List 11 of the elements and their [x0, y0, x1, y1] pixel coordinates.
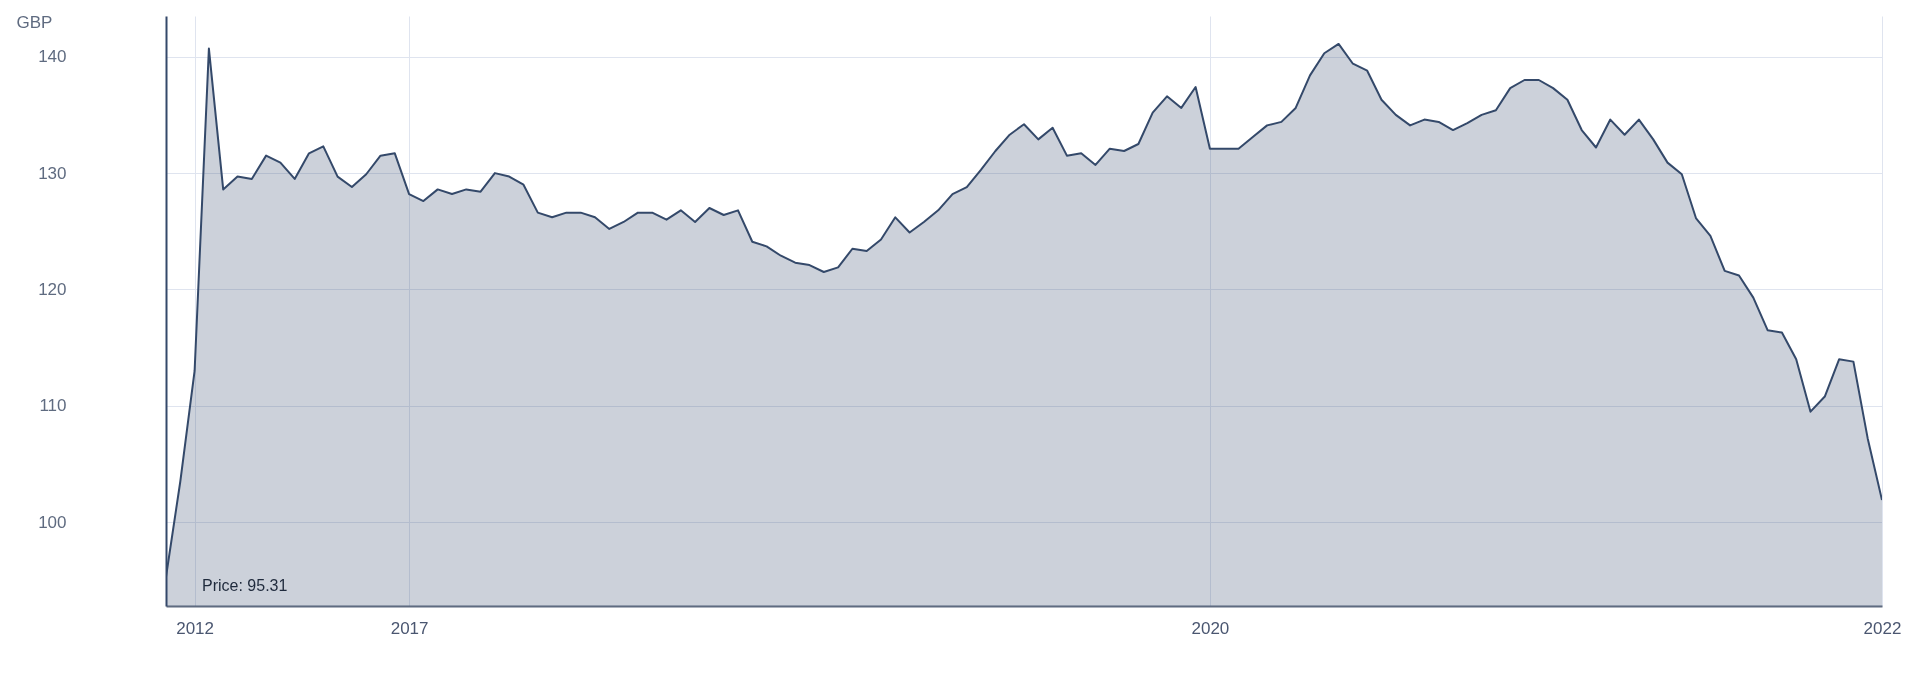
- y-tick-label: 140: [38, 47, 67, 67]
- x-tick-label: 2022: [1863, 618, 1902, 638]
- y-tick-label: 100: [38, 512, 67, 532]
- x-tick-label: 2012: [176, 618, 215, 638]
- y-tick-label: 130: [38, 163, 67, 183]
- x-tick-label: 2020: [1191, 618, 1230, 638]
- y-tick-label: 110: [39, 396, 67, 416]
- y-tick-label: 120: [38, 279, 67, 299]
- y-axis-title: GBP: [16, 12, 53, 32]
- x-tick-label: 2017: [390, 618, 429, 638]
- annotation: Price: 95.31: [202, 577, 288, 594]
